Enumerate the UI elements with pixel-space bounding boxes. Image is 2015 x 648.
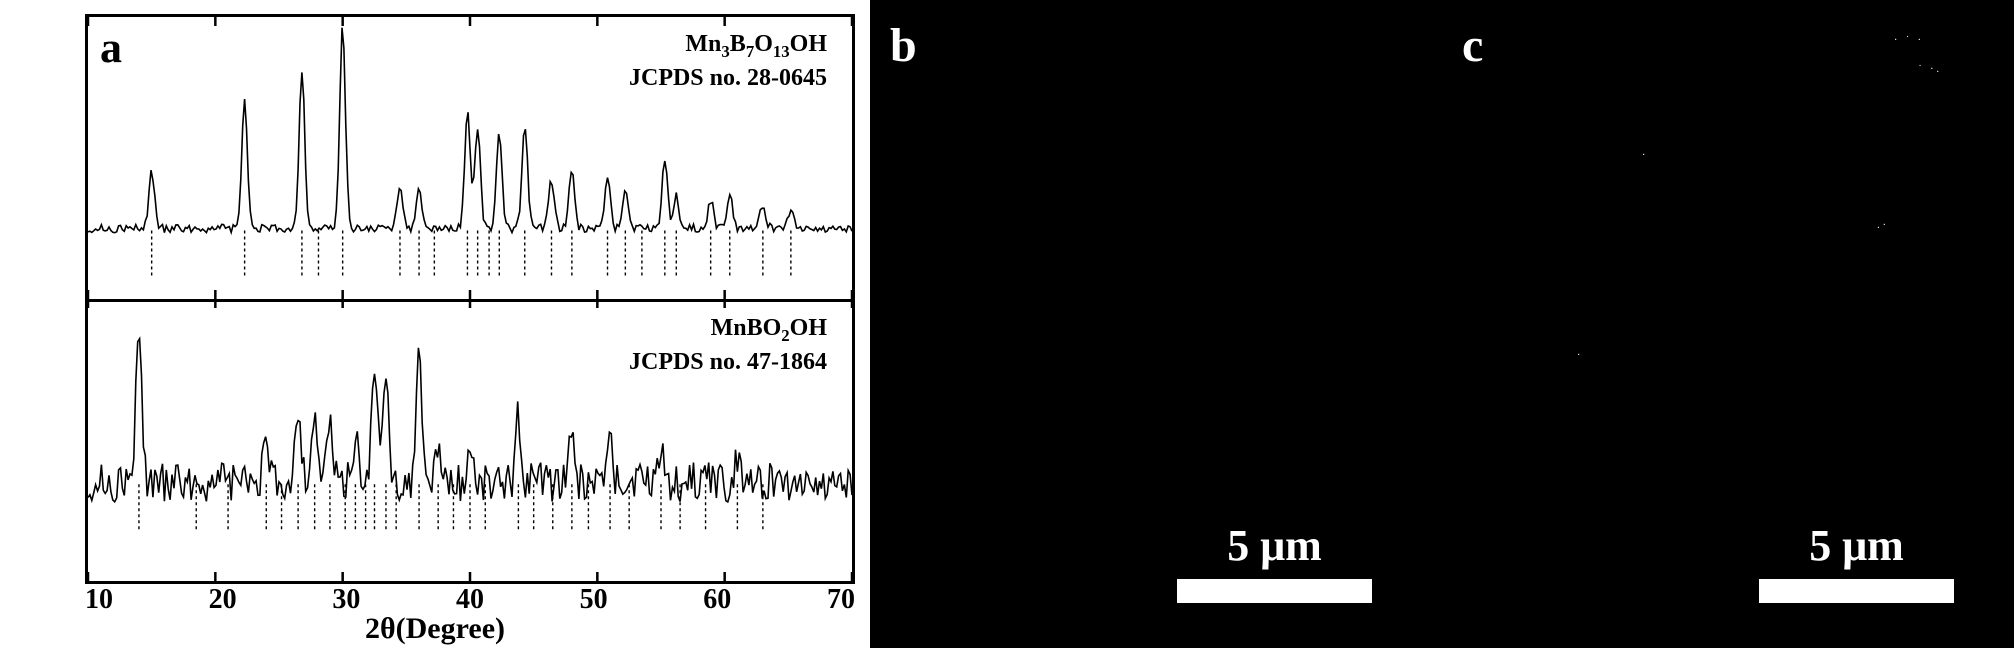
panel-b: b 5 μm [870, 0, 1442, 648]
panel-b-label: b [890, 18, 917, 73]
x-tick: 70 [827, 584, 855, 616]
xrd-plot-frame: Mn3B7O13OH JCPDS no. 28-0645 MnBO2OH JCP… [85, 14, 855, 584]
xrd-top-subpanel: Mn3B7O13OH JCPDS no. 28-0645 [88, 17, 852, 299]
scale-bar-b [1177, 579, 1372, 603]
x-axis-label: 2θ(Degree) [365, 612, 505, 646]
image-speck: · [1577, 350, 1583, 361]
jcpds-bottom: JCPDS no. 47-1864 [629, 349, 827, 375]
x-tick: 20 [209, 584, 237, 616]
image-speck: · [1642, 150, 1648, 161]
scale-bar-group-c: 5 μm [1759, 520, 1954, 603]
scale-label-b: 5 μm [1227, 520, 1322, 571]
x-tick: 60 [703, 584, 731, 616]
xrd-bottom-subpanel: MnBO2OH JCPDS no. 47-1864 [88, 299, 852, 581]
x-tick: 50 [580, 584, 608, 616]
compound-formula-top: Mn3B7O13OH [685, 31, 827, 57]
compound-label-top: Mn3B7O13OH JCPDS no. 28-0645 [629, 29, 827, 94]
jcpds-top: JCPDS no. 28-0645 [629, 65, 827, 91]
image-speck: .· [1877, 220, 1889, 231]
scale-bar-c [1759, 579, 1954, 603]
scale-bar-group-b: 5 μm [1177, 520, 1372, 603]
panel-c-label: c [1462, 18, 1483, 73]
image-speck: ˙ ·. [1918, 64, 1942, 75]
x-tick: 30 [332, 584, 360, 616]
panel-c: c · ˙ · ˙ ·. .· · · 5 μm [1442, 0, 2014, 648]
compound-label-bottom: MnBO2OH JCPDS no. 47-1864 [629, 313, 827, 378]
panel-a: a 相 对 强 度 (a.u.) Mn3B7O13OH JCPDS no. 28… [0, 0, 870, 648]
compound-formula-bottom: MnBO2OH [711, 315, 827, 341]
panel-a-label: a [100, 22, 122, 73]
scale-label-c: 5 μm [1809, 520, 1904, 571]
image-speck: · ˙ · [1894, 35, 1924, 46]
x-tick: 10 [85, 584, 113, 616]
figure-container: a 相 对 强 度 (a.u.) Mn3B7O13OH JCPDS no. 28… [0, 0, 2015, 648]
